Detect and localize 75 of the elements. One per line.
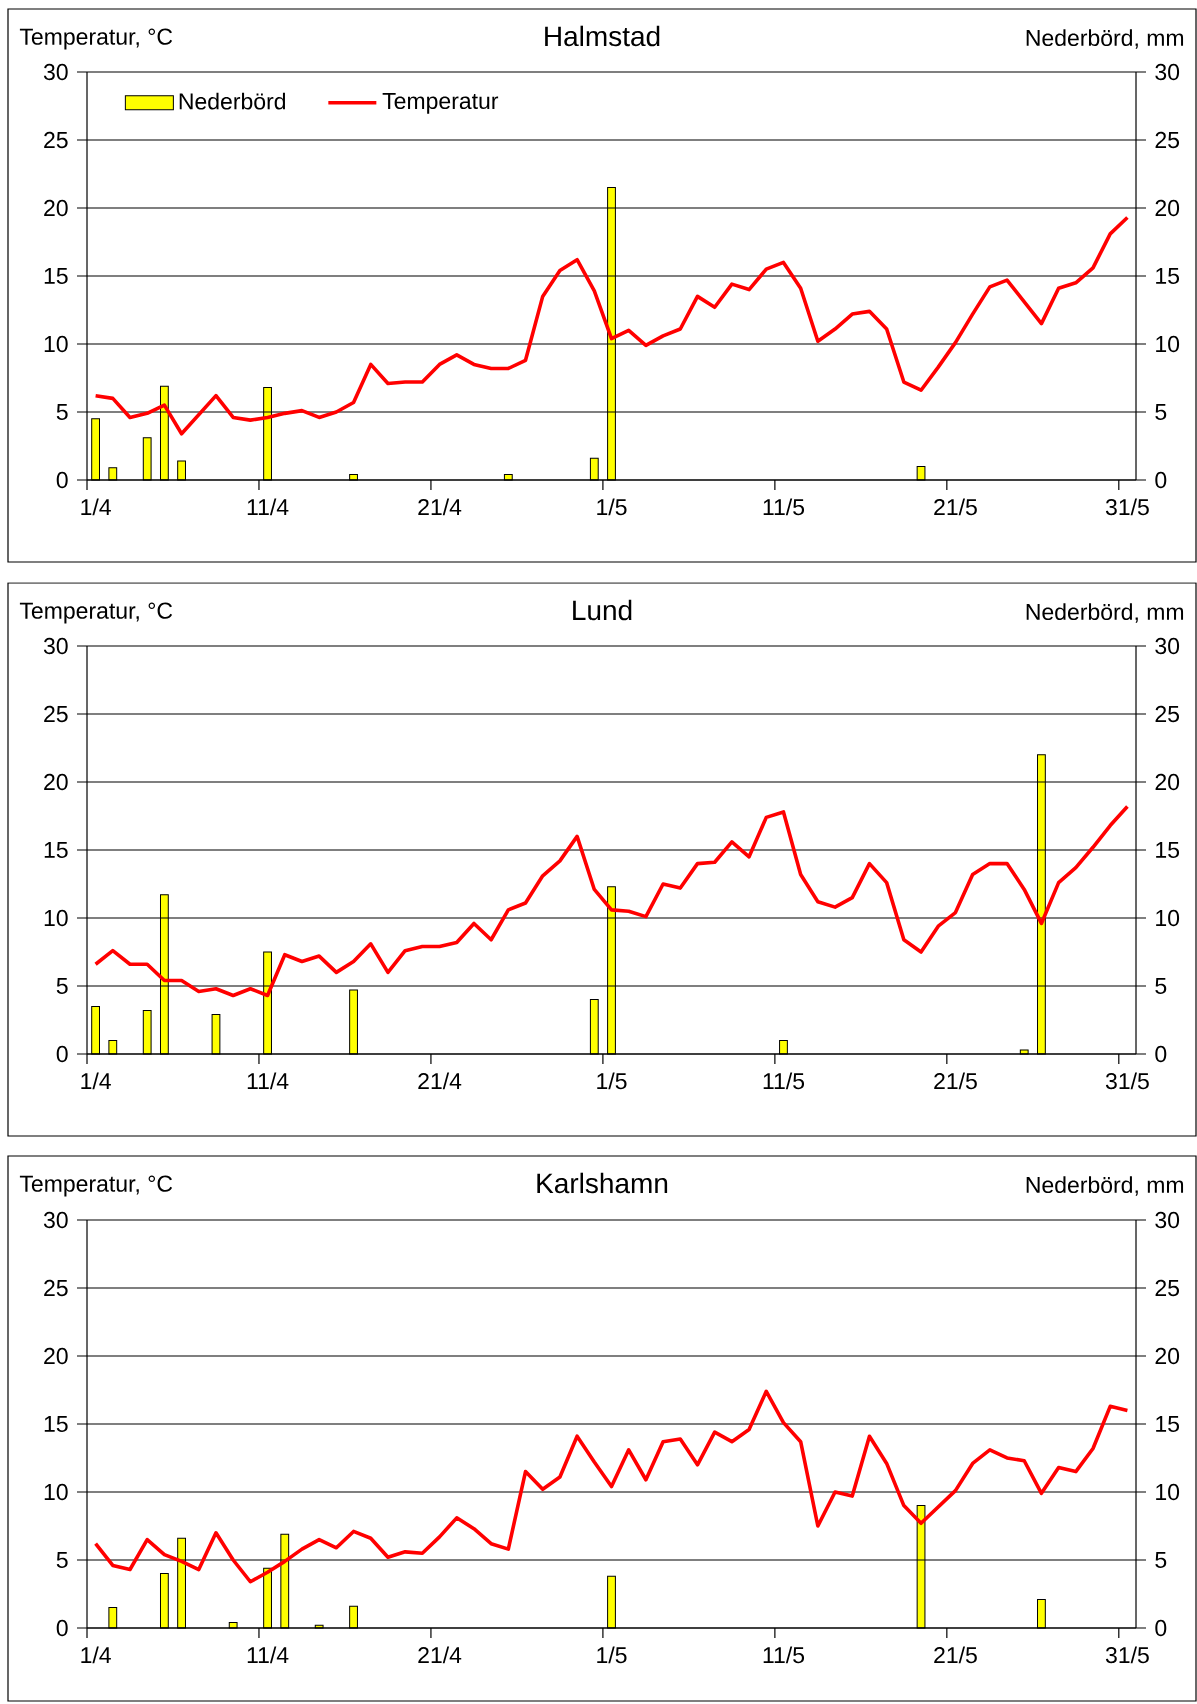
y-tick-label: 15 [44, 1415, 68, 1433]
y-tick-label: 15 [44, 841, 68, 859]
y2-tick-label: 25 [1155, 1279, 1180, 1297]
x-tick-label: 1/5 [597, 1072, 627, 1090]
y2-tick-label: 25 [1155, 131, 1180, 149]
y2-tick-label: 0 [1155, 1619, 1167, 1637]
line-series [93, 804, 1130, 998]
y-tick-label: 5 [56, 403, 68, 421]
x-tick-label: 1/4 [81, 1646, 111, 1664]
y-tick-label: 0 [56, 1619, 68, 1637]
x-tick-label: 31/5 [1105, 1646, 1149, 1664]
y-axis-title: Temperatur, °C [19, 602, 173, 624]
y-tick-label: 25 [44, 1279, 68, 1297]
y2-tick-label: 15 [1156, 267, 1180, 285]
y-tick-label: 10 [44, 1483, 68, 1501]
y2-tick-label: 5 [1155, 977, 1167, 995]
y-axis-title: Temperatur, °C [19, 1175, 173, 1197]
y-tick-label: 30 [43, 63, 68, 81]
y2-tick-label: 20 [1155, 1347, 1180, 1365]
x-tick-label: 31/5 [1105, 1072, 1149, 1090]
chart-title: Lund [573, 599, 632, 621]
y2-axis-title: Nederbörd, mm [1026, 603, 1184, 623]
x-tick-label: 11/5 [763, 1646, 805, 1664]
y-tick-label: 5 [56, 977, 68, 995]
y2-axis-title: Nederbörd, mm [1026, 1176, 1184, 1196]
y-tick-label: 25 [44, 705, 68, 723]
x-tick-label: 31/5 [1105, 498, 1149, 516]
legend-label: Nederbörd [179, 92, 286, 110]
x-tick-label: 21/4 [418, 1072, 462, 1090]
y-tick-label: 20 [44, 199, 68, 217]
x-tick-label: 1/4 [81, 1072, 111, 1090]
y2-tick-label: 0 [1155, 1045, 1167, 1063]
x-tick-label: 1/5 [597, 498, 627, 516]
y-tick-label: 10 [44, 909, 68, 927]
y2-tick-label: 30 [1155, 1211, 1180, 1229]
x-tick-label: 21/4 [418, 1646, 462, 1664]
x-tick-label: 11/4 [247, 1072, 289, 1090]
y-tick-label: 20 [44, 773, 68, 791]
y2-tick-label: 15 [1156, 841, 1180, 859]
y2-tick-label: 20 [1155, 773, 1180, 791]
y2-axis-title: Nederbörd, mm [1026, 29, 1184, 49]
x-tick-label: 11/5 [763, 1072, 805, 1090]
y2-tick-label: 10 [1156, 909, 1180, 927]
y-axis-title: Temperatur, °C [19, 28, 173, 50]
x-tick-label: 11/5 [763, 498, 805, 516]
y2-tick-label: 10 [1156, 335, 1180, 353]
legend-label: Temperatur [382, 93, 499, 114]
y2-tick-label: 30 [1155, 637, 1180, 655]
y2-tick-label: 30 [1155, 63, 1180, 81]
y2-tick-label: 5 [1155, 403, 1167, 421]
x-tick-label: 21/5 [934, 1646, 977, 1664]
chart-title: Halmstad [545, 25, 660, 47]
y2-tick-label: 15 [1156, 1415, 1180, 1433]
x-tick-label: 1/4 [81, 498, 111, 516]
x-tick-label: 11/4 [247, 1646, 289, 1664]
y2-tick-label: 10 [1156, 1483, 1180, 1501]
y-tick-label: 5 [56, 1551, 68, 1569]
y-tick-label: 25 [44, 131, 68, 149]
y2-tick-label: 5 [1155, 1551, 1167, 1569]
y2-tick-label: 0 [1155, 471, 1167, 489]
y-tick-label: 10 [44, 335, 68, 353]
y-tick-label: 15 [44, 267, 68, 285]
y-tick-label: 20 [44, 1347, 68, 1365]
x-tick-label: 21/4 [418, 498, 462, 516]
y2-tick-label: 20 [1155, 199, 1180, 217]
x-tick-label: 1/5 [597, 1646, 627, 1664]
x-tick-label: 11/4 [247, 498, 289, 516]
y-tick-label: 0 [56, 1045, 68, 1063]
y2-tick-label: 25 [1155, 705, 1180, 723]
y-tick-label: 30 [43, 637, 68, 655]
x-tick-label: 21/5 [934, 498, 977, 516]
y-tick-label: 0 [56, 471, 68, 489]
chart-title: Karlshamn [537, 1172, 668, 1194]
y-tick-label: 30 [43, 1211, 68, 1229]
x-tick-label: 21/5 [934, 1072, 977, 1090]
